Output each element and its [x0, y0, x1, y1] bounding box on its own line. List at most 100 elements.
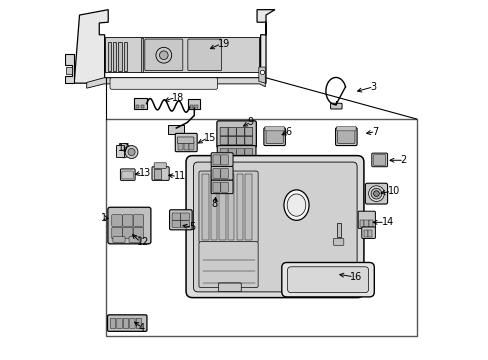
FancyBboxPatch shape: [180, 213, 189, 220]
Text: 19: 19: [217, 39, 229, 49]
Polygon shape: [74, 10, 274, 83]
FancyBboxPatch shape: [178, 142, 183, 149]
Text: 12: 12: [137, 237, 149, 247]
FancyBboxPatch shape: [244, 174, 251, 239]
FancyBboxPatch shape: [244, 136, 252, 145]
FancyBboxPatch shape: [336, 127, 355, 131]
FancyBboxPatch shape: [123, 319, 128, 328]
FancyBboxPatch shape: [112, 215, 122, 226]
FancyBboxPatch shape: [66, 67, 72, 74]
FancyBboxPatch shape: [236, 136, 244, 145]
FancyBboxPatch shape: [359, 220, 364, 226]
FancyBboxPatch shape: [129, 237, 141, 242]
FancyBboxPatch shape: [210, 174, 217, 239]
FancyBboxPatch shape: [371, 153, 387, 167]
FancyBboxPatch shape: [177, 137, 194, 143]
FancyBboxPatch shape: [337, 130, 354, 143]
FancyBboxPatch shape: [117, 319, 122, 328]
FancyBboxPatch shape: [154, 163, 166, 168]
FancyBboxPatch shape: [133, 215, 143, 226]
Text: 11: 11: [173, 171, 185, 181]
FancyBboxPatch shape: [188, 99, 200, 109]
Text: 17: 17: [118, 143, 130, 153]
FancyBboxPatch shape: [175, 134, 197, 152]
Circle shape: [120, 147, 127, 154]
FancyBboxPatch shape: [364, 220, 368, 226]
FancyBboxPatch shape: [219, 174, 225, 239]
Polygon shape: [105, 37, 258, 72]
Circle shape: [116, 143, 131, 158]
FancyBboxPatch shape: [106, 119, 416, 336]
Text: 6: 6: [285, 127, 291, 136]
FancyBboxPatch shape: [264, 127, 284, 131]
FancyBboxPatch shape: [116, 145, 124, 157]
FancyBboxPatch shape: [169, 210, 192, 230]
FancyBboxPatch shape: [218, 283, 241, 292]
FancyBboxPatch shape: [236, 148, 244, 158]
FancyBboxPatch shape: [333, 238, 343, 245]
FancyBboxPatch shape: [140, 39, 143, 72]
FancyBboxPatch shape: [122, 215, 133, 226]
FancyBboxPatch shape: [129, 319, 135, 328]
FancyBboxPatch shape: [212, 168, 220, 179]
FancyBboxPatch shape: [330, 103, 341, 109]
Text: 7: 7: [371, 127, 377, 136]
FancyBboxPatch shape: [212, 182, 220, 192]
FancyBboxPatch shape: [110, 319, 116, 328]
FancyBboxPatch shape: [220, 136, 227, 145]
FancyBboxPatch shape: [122, 227, 133, 239]
FancyBboxPatch shape: [281, 262, 373, 297]
Polygon shape: [86, 78, 265, 88]
FancyBboxPatch shape: [228, 148, 236, 158]
FancyBboxPatch shape: [365, 183, 387, 204]
FancyBboxPatch shape: [221, 168, 228, 179]
Text: 18: 18: [172, 93, 184, 103]
FancyBboxPatch shape: [189, 142, 194, 149]
FancyBboxPatch shape: [211, 153, 233, 166]
Text: 5: 5: [188, 222, 195, 232]
FancyBboxPatch shape: [194, 105, 197, 108]
FancyBboxPatch shape: [363, 230, 367, 237]
FancyBboxPatch shape: [335, 128, 356, 145]
Circle shape: [368, 186, 384, 202]
FancyBboxPatch shape: [113, 42, 116, 71]
FancyBboxPatch shape: [193, 162, 356, 292]
FancyBboxPatch shape: [152, 167, 169, 180]
Polygon shape: [65, 54, 74, 83]
FancyBboxPatch shape: [134, 98, 147, 109]
Circle shape: [125, 145, 138, 158]
Text: 3: 3: [369, 82, 375, 92]
FancyBboxPatch shape: [118, 42, 122, 71]
FancyBboxPatch shape: [190, 105, 193, 108]
FancyBboxPatch shape: [236, 174, 243, 239]
FancyBboxPatch shape: [373, 154, 385, 165]
FancyBboxPatch shape: [140, 105, 143, 108]
FancyBboxPatch shape: [172, 220, 180, 227]
FancyBboxPatch shape: [107, 42, 111, 71]
FancyBboxPatch shape: [199, 171, 258, 243]
Text: 14: 14: [381, 217, 393, 227]
FancyBboxPatch shape: [227, 174, 234, 239]
Circle shape: [370, 188, 381, 199]
Circle shape: [373, 191, 379, 197]
Text: 10: 10: [387, 186, 399, 197]
FancyBboxPatch shape: [221, 155, 228, 165]
FancyBboxPatch shape: [123, 42, 127, 71]
FancyBboxPatch shape: [287, 267, 368, 293]
FancyBboxPatch shape: [133, 227, 143, 239]
Polygon shape: [258, 67, 265, 83]
Ellipse shape: [284, 190, 308, 220]
Circle shape: [159, 51, 168, 59]
FancyBboxPatch shape: [153, 168, 161, 179]
FancyBboxPatch shape: [228, 127, 236, 136]
Text: 13: 13: [139, 168, 151, 178]
Ellipse shape: [286, 194, 305, 216]
FancyBboxPatch shape: [244, 148, 252, 158]
FancyBboxPatch shape: [202, 174, 208, 239]
Text: 16: 16: [349, 272, 362, 282]
Text: 2: 2: [400, 155, 406, 165]
FancyBboxPatch shape: [199, 242, 258, 288]
FancyBboxPatch shape: [211, 166, 233, 180]
FancyBboxPatch shape: [120, 169, 135, 180]
FancyBboxPatch shape: [264, 128, 285, 145]
